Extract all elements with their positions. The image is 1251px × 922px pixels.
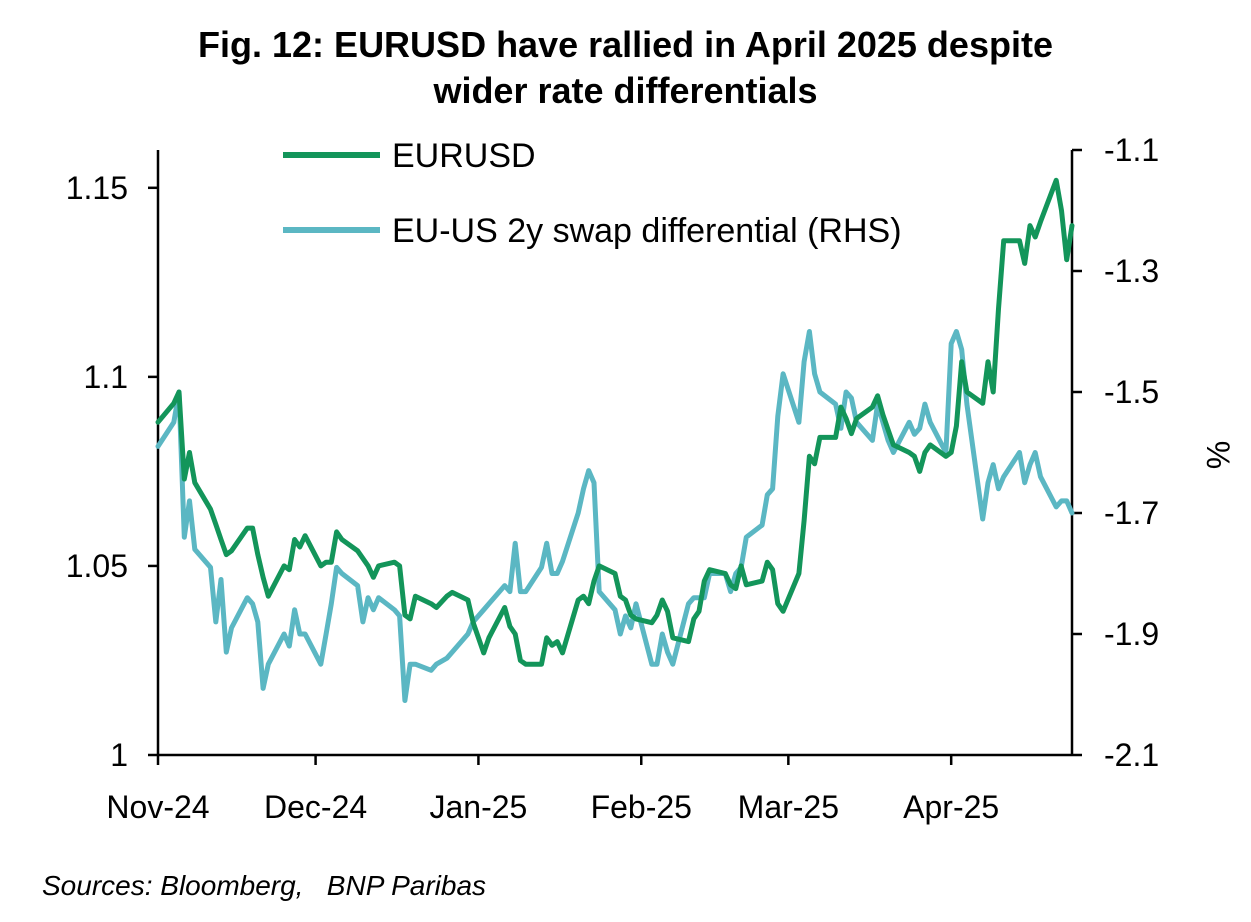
right-y-tick-label: -1.9 [1104, 616, 1159, 652]
series-line-eurusd [155, 177, 1075, 667]
right-y-axis-labels: -1.1 -1.3 -1.5 -1.7 -1.9 -2.1% [1104, 132, 1236, 773]
left-y-tick-label: 1.05 [66, 548, 128, 584]
right-y-tick-label: -1.3 [1104, 253, 1159, 289]
x-axis-labels: Nov-24 Dec-24 Jan-25 Feb-25 Mar-25 Apr-25 [106, 789, 999, 825]
x-tick-label: Mar-25 [738, 789, 839, 825]
series-lines [155, 177, 1075, 703]
left-y-tick-label: 1.1 [84, 359, 128, 395]
legend: EURUSD EU-US 2y swap differential (RHS) [283, 137, 902, 250]
chart-title-line-2: wider rate differentials [433, 70, 818, 111]
x-tick-label: Dec-24 [264, 789, 367, 825]
series-line-swap-differential [155, 329, 1075, 703]
legend-label-swap-differential: EU-US 2y swap differential (RHS) [392, 212, 902, 250]
left-y-tick-label: 1 [110, 737, 128, 773]
x-tick-label: Apr-25 [903, 789, 999, 825]
x-tick-label: Nov-24 [106, 789, 209, 825]
left-y-axis-labels: 1 1.05 1.1 1.15 [66, 170, 128, 773]
axes [148, 148, 1082, 765]
left-y-tick-label: 1.15 [66, 170, 128, 206]
right-y-tick-label: -2.1 [1104, 737, 1159, 773]
legend-label-eurusd: EURUSD [392, 137, 536, 175]
right-y-axis-unit-label: % [1200, 441, 1236, 469]
right-y-tick-label: -1.1 [1104, 132, 1159, 168]
right-y-tick-label: -1.7 [1104, 495, 1159, 531]
chart-title: Fig. 12: EURUSD have rallied in April 20… [0, 22, 1251, 114]
source-note: Sources: Bloomberg, BNP Paribas [42, 870, 487, 901]
x-tick-label: Feb-25 [591, 789, 692, 825]
right-y-tick-label: -1.5 [1104, 374, 1159, 410]
chart-title-line-1: Fig. 12: EURUSD have rallied in April 20… [198, 24, 1053, 65]
x-tick-label: Jan-25 [430, 789, 528, 825]
